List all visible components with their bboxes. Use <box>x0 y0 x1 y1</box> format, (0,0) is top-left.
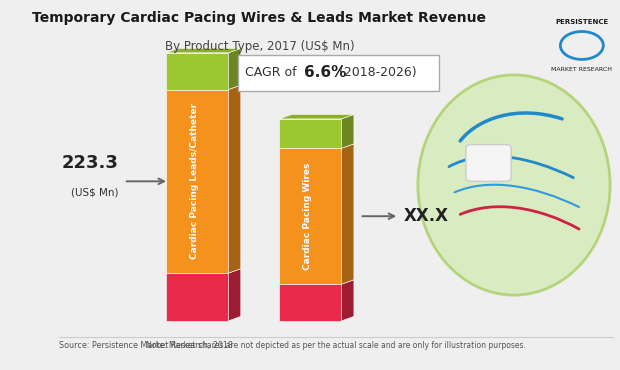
Polygon shape <box>166 273 228 321</box>
Polygon shape <box>166 53 228 90</box>
Text: (2018-2026): (2018-2026) <box>335 67 416 80</box>
Polygon shape <box>166 85 241 90</box>
Text: Cardiac Pacing Leads/Catheter: Cardiac Pacing Leads/Catheter <box>190 103 199 259</box>
Polygon shape <box>279 144 354 148</box>
Text: (US$ Mn): (US$ Mn) <box>71 188 118 198</box>
Text: Cardiac Pacing Wires: Cardiac Pacing Wires <box>303 162 312 270</box>
FancyBboxPatch shape <box>466 145 511 181</box>
Polygon shape <box>228 48 241 90</box>
Text: By Product Type, 2017 (US$ Mn): By Product Type, 2017 (US$ Mn) <box>165 40 354 53</box>
Text: XX.X: XX.X <box>404 207 449 225</box>
FancyBboxPatch shape <box>238 56 439 91</box>
Polygon shape <box>166 48 241 53</box>
Polygon shape <box>279 114 354 119</box>
Text: Temporary Cardiac Pacing Wires & Leads Market Revenue: Temporary Cardiac Pacing Wires & Leads M… <box>32 11 487 24</box>
Polygon shape <box>166 90 228 273</box>
Polygon shape <box>342 280 354 321</box>
Text: 6.6%: 6.6% <box>304 65 346 81</box>
Polygon shape <box>228 269 241 321</box>
Polygon shape <box>279 148 342 284</box>
Polygon shape <box>342 114 354 148</box>
Text: Source: Persistence Market Research, 2018: Source: Persistence Market Research, 201… <box>59 341 233 350</box>
Polygon shape <box>279 119 342 148</box>
Text: PERSISTENCE: PERSISTENCE <box>556 19 608 25</box>
Polygon shape <box>279 280 354 284</box>
Polygon shape <box>166 269 241 273</box>
Ellipse shape <box>418 75 610 295</box>
Text: Note: Market shares are not depicted as per the actual scale and are only for il: Note: Market shares are not depicted as … <box>146 341 526 350</box>
Text: 223.3: 223.3 <box>61 154 118 172</box>
Polygon shape <box>228 85 241 273</box>
Polygon shape <box>279 284 342 321</box>
Text: MARKET RESEARCH: MARKET RESEARCH <box>551 67 613 72</box>
Polygon shape <box>342 144 354 284</box>
Text: CAGR of: CAGR of <box>246 67 301 80</box>
